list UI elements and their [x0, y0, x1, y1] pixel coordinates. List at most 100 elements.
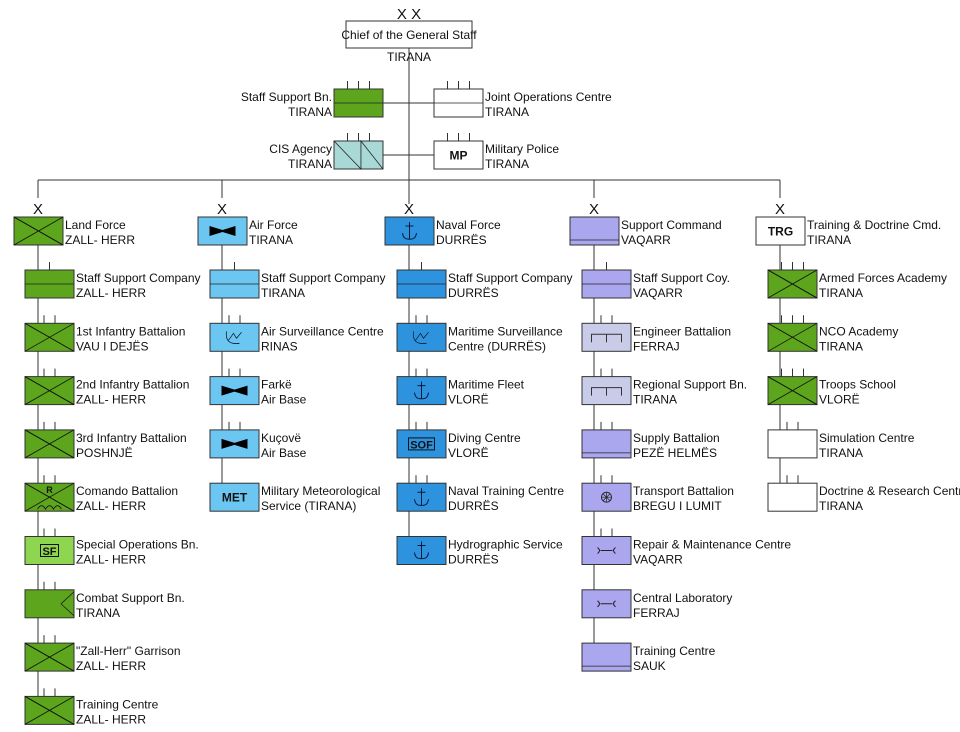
infantry-icon — [24, 322, 75, 352]
unit-nodes: Staff Support Bn.TIRANA Joint Operations … — [13, 81, 960, 726]
chevron-icon — [60, 591, 75, 617]
unit-location: ZALL- HERR — [76, 393, 146, 407]
unit-name: Joint Operations Centre — [485, 90, 612, 104]
unit-location: TIRANA — [249, 233, 293, 247]
unit-box — [767, 429, 818, 459]
unit-name: Farkë — [261, 378, 292, 392]
unit-name: Repair & Maintenance Centre — [633, 538, 791, 552]
unit-node[interactable]: Staff Support Bn.TIRANA — [241, 81, 384, 119]
chief-box — [345, 20, 473, 49]
unit-box — [569, 216, 620, 246]
infantry-icon — [767, 269, 818, 299]
unit-node[interactable]: TRG Training & Doctrine Cmd.TIRANA — [755, 216, 941, 247]
unit-location: TIRANA — [807, 233, 851, 247]
unit-name: 2nd Infantry Battalion — [76, 378, 189, 392]
unit-location: VAQARR — [633, 553, 683, 567]
symbol-text: SF — [42, 546, 56, 558]
unit-node[interactable]: Combat Support Bn.TIRANA — [24, 581, 185, 620]
unit-name: 3rd Infantry Battalion — [76, 431, 187, 445]
signal-icon — [333, 139, 384, 170]
symbol-text: TRG — [768, 225, 793, 239]
unit-name: Training Centre — [76, 697, 159, 711]
unit-location: VAQARR — [633, 286, 683, 300]
unit-name: Air Force — [249, 218, 298, 232]
unit-box — [396, 322, 447, 352]
symbol-text: MP — [450, 149, 468, 163]
infantry-icon — [24, 642, 75, 672]
unit-name: Staff Support Company — [76, 271, 201, 285]
aircraft-icon — [209, 226, 236, 236]
unit-name: Land Force — [65, 218, 126, 232]
unit-location: Centre (DURRËS) — [448, 339, 546, 353]
echelon-mark: X — [589, 201, 599, 218]
unit-location: VAU I DEJËS — [76, 339, 148, 353]
unit-box — [581, 642, 632, 672]
unit-location: ZALL- HERR — [76, 499, 146, 513]
unit-name: Military Police — [485, 142, 559, 156]
unit-location: TIRANA — [261, 286, 305, 300]
unit-name: Armed Forces Academy — [819, 271, 947, 285]
chief-title: Chief of the General Staff — [341, 28, 477, 42]
unit-location: TIRANA — [819, 286, 863, 300]
unit-box — [396, 376, 447, 406]
maintenance-icon — [597, 547, 616, 554]
unit-box — [755, 216, 806, 246]
unit-name: Engineer Battalion — [633, 324, 731, 338]
infantry-icon — [24, 429, 75, 459]
infantry-icon — [24, 696, 75, 725]
unit-name: Staff Support Company — [448, 271, 573, 285]
unit-location: POSHNJË — [76, 446, 133, 460]
unit-node[interactable]: SF Special Operations Bn.ZALL- HERR — [24, 528, 199, 567]
symbol-text: MET — [222, 491, 248, 505]
chief-of-general-staff-node[interactable]: X X Chief of the General Staff TIRANA — [341, 6, 477, 64]
unit-location: TIRANA — [819, 339, 863, 353]
radar-icon — [412, 331, 429, 344]
symbol-frame — [408, 437, 435, 451]
wheel-spokes — [601, 492, 612, 503]
unit-box — [24, 589, 75, 619]
unit-location: FERRAJ — [633, 339, 680, 353]
unit-node[interactable]: Regional Support Bn.TIRANA — [581, 368, 747, 407]
unit-box — [767, 482, 818, 512]
unit-name: Transport Battalion — [633, 484, 734, 498]
unit-node[interactable]: Staff Support Coy.VAQARR — [581, 262, 730, 300]
unit-location: Air Base — [261, 393, 307, 407]
